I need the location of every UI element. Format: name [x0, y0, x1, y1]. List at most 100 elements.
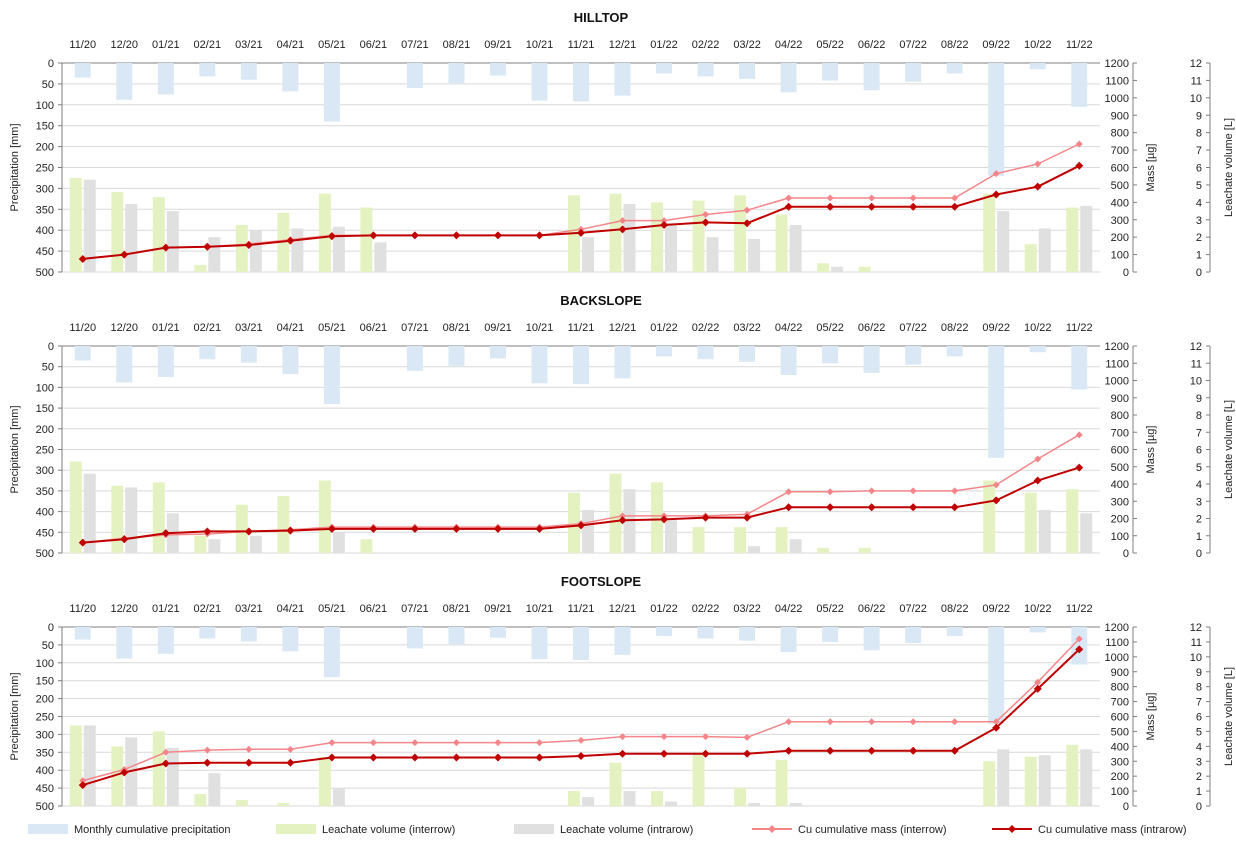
- x-tick-label: 07/21: [401, 39, 429, 51]
- left-tick-label: 450: [36, 246, 54, 258]
- precipitation-bar: [614, 346, 631, 379]
- volume-tick-label: 8: [1196, 682, 1202, 694]
- precipitation-bar: [739, 63, 756, 79]
- cu-intrarow-point: [618, 225, 627, 234]
- leachate-interrow-bar: [734, 527, 747, 553]
- leachate-intrarow-bar: [332, 532, 345, 553]
- volume-tick-label: 12: [1190, 58, 1202, 70]
- mass-tick-label: 500: [1111, 726, 1129, 738]
- leachate-intrarow-bar: [249, 230, 262, 272]
- leachate-intrarow-bar: [208, 237, 221, 272]
- cu-interrow-point: [743, 206, 751, 214]
- precipitation-bar: [74, 346, 91, 361]
- leachate-intrarow-bar: [208, 773, 221, 806]
- precipitation-bar: [656, 346, 673, 357]
- precipitation-bar: [323, 346, 340, 404]
- leachate-interrow-bar: [651, 482, 664, 553]
- x-tick-label: 06/22: [858, 603, 886, 615]
- leachate-interrow-bar: [235, 800, 248, 806]
- mass-tick-label: 900: [1111, 667, 1129, 679]
- cu-interrow-point: [951, 487, 959, 495]
- mass-tick-label: 1000: [1105, 93, 1129, 105]
- mass-tick-label: 800: [1111, 682, 1129, 694]
- left-axis-title: Precipitation [mm]: [9, 123, 21, 211]
- precipitation-bar: [531, 627, 548, 660]
- x-tick-label: 02/22: [692, 603, 720, 615]
- leachate-interrow-bar: [1024, 244, 1037, 272]
- mass-tick-label: 1100: [1105, 637, 1129, 649]
- chart-title: BACKSLOPE: [560, 293, 642, 308]
- precipitation-bar: [822, 346, 839, 364]
- cu-intrarow-point: [909, 202, 918, 211]
- leachate-intrarow-bar: [582, 237, 594, 272]
- left-tick-label: 0: [48, 622, 54, 634]
- leachate-interrow-bar: [152, 197, 165, 272]
- legend-marker: [1008, 825, 1016, 833]
- left-tick-label: 400: [36, 507, 54, 519]
- leachate-interrow-bar: [817, 547, 830, 553]
- cu-intrarow-point: [493, 753, 502, 762]
- volume-tick-label: 0: [1196, 267, 1202, 279]
- leachate-interrow-bar: [277, 496, 290, 553]
- leachate-intrarow-bar: [208, 539, 221, 553]
- left-axis-title: Precipitation [mm]: [9, 405, 21, 493]
- precipitation-bar: [697, 346, 714, 360]
- leachate-interrow-bar: [983, 193, 996, 272]
- precipitation-bar: [573, 346, 589, 385]
- precipitation-bar: [863, 63, 880, 91]
- x-tick-label: 11/20: [69, 39, 96, 51]
- mass-tick-label: 1200: [1105, 58, 1129, 70]
- cu-interrow-point: [868, 487, 876, 495]
- x-tick-label: 04/21: [277, 322, 305, 334]
- cu-intrarow-point: [286, 236, 295, 245]
- volume-tick-label: 10: [1190, 376, 1202, 388]
- precipitation-bar: [1029, 346, 1046, 353]
- leachate-intrarow-bar: [997, 749, 1010, 806]
- cu-intrarow-point: [743, 513, 752, 522]
- precipitation-bar: [905, 346, 922, 365]
- leachate-intrarow-bar: [125, 204, 138, 272]
- leachate-intrarow-bar: [789, 539, 802, 553]
- leachate-intrarow-bar: [623, 791, 636, 806]
- left-tick-label: 0: [48, 58, 54, 70]
- mass-tick-label: 400: [1111, 197, 1129, 209]
- leachate-intrarow-bar: [1080, 513, 1093, 553]
- cu-interrow-point: [909, 487, 917, 495]
- precipitation-bar: [573, 63, 589, 102]
- legend-swatch: [514, 824, 554, 834]
- left-tick-label: 150: [36, 403, 54, 415]
- x-tick-label: 09/22: [982, 322, 1010, 334]
- cu-interrow-point: [951, 194, 959, 202]
- x-tick-label: 08/21: [443, 603, 471, 615]
- leachate-interrow-bar: [111, 746, 124, 806]
- precipitation-bar: [946, 627, 963, 636]
- cu-intrarow-point: [826, 503, 835, 512]
- cu-intrarow-point: [120, 250, 129, 259]
- leachate-interrow-bar: [152, 731, 165, 806]
- x-tick-label: 07/21: [401, 322, 429, 334]
- leachate-intrarow-bar: [125, 487, 138, 553]
- precipitation-bar: [489, 627, 506, 638]
- cu-intrarow-point: [618, 516, 627, 525]
- left-tick-label: 350: [36, 486, 54, 498]
- cu-interrow-point: [1075, 431, 1083, 439]
- x-tick-label: 02/22: [692, 322, 720, 334]
- volume-tick-label: 7: [1196, 145, 1202, 157]
- chart-title: HILLTOP: [574, 10, 629, 25]
- cu-intrarow-point: [203, 242, 212, 251]
- volume-tick-label: 2: [1196, 771, 1202, 783]
- cu-intrarow-point: [784, 202, 793, 211]
- precipitation-bar: [1071, 63, 1088, 107]
- x-tick-label: 07/22: [899, 322, 927, 334]
- chart-title: FOOTSLOPE: [561, 574, 642, 589]
- cu-intrarow-point: [1075, 463, 1084, 472]
- precipitation-bar: [199, 346, 216, 360]
- leachate-intrarow-bar: [706, 237, 719, 272]
- left-tick-label: 150: [36, 121, 54, 133]
- cu-interrow-point: [328, 739, 336, 747]
- mass-tick-label: 700: [1111, 697, 1129, 709]
- leachate-interrow-bar: [194, 535, 207, 553]
- x-tick-label: 11/21: [568, 322, 595, 334]
- x-tick-label: 11/21: [568, 39, 595, 51]
